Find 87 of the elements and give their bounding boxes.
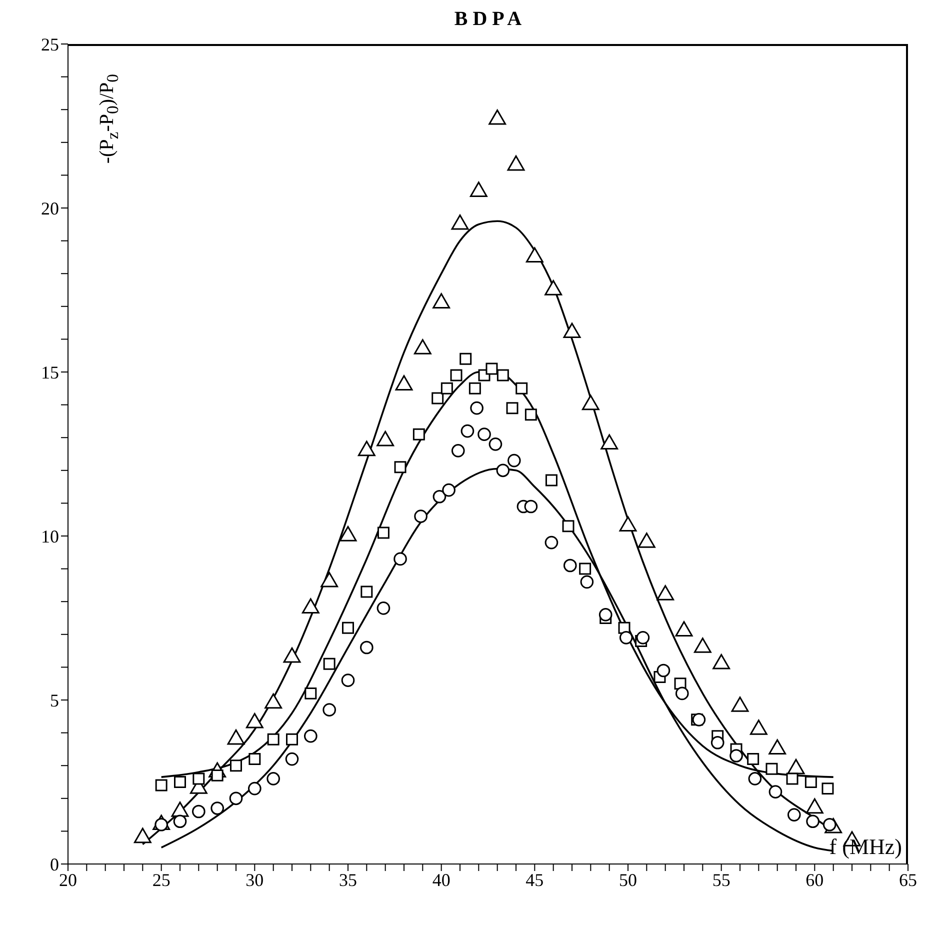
point bbox=[376, 602, 390, 615]
point bbox=[692, 713, 706, 726]
point bbox=[394, 552, 407, 566]
point bbox=[450, 369, 462, 382]
point bbox=[460, 424, 474, 438]
point bbox=[286, 733, 298, 746]
point bbox=[544, 536, 558, 550]
point bbox=[440, 382, 453, 394]
point bbox=[545, 474, 558, 486]
chart-title: B D P A bbox=[453, 8, 523, 32]
y-tick-label: 25 bbox=[41, 34, 59, 54]
x-tick-label: 30 bbox=[246, 870, 264, 890]
y-tick-label: 20 bbox=[41, 198, 59, 218]
point bbox=[507, 454, 521, 468]
point bbox=[451, 444, 465, 458]
point bbox=[266, 772, 280, 786]
point bbox=[787, 808, 801, 822]
y-tick-label: 5 bbox=[50, 690, 59, 710]
point bbox=[155, 779, 168, 792]
y-tick-label: 15 bbox=[41, 362, 59, 382]
point bbox=[524, 500, 538, 514]
x-tick-label: 60 bbox=[806, 870, 824, 890]
point bbox=[468, 382, 481, 394]
point bbox=[822, 782, 834, 795]
point bbox=[174, 776, 186, 788]
y-tick-label: 0 bbox=[50, 854, 59, 874]
point bbox=[619, 631, 633, 644]
x-tick-label: 65 bbox=[899, 870, 917, 890]
point bbox=[766, 762, 778, 775]
point bbox=[488, 438, 502, 451]
x-tick-label: 40 bbox=[432, 870, 450, 890]
point bbox=[460, 352, 472, 365]
point bbox=[192, 772, 205, 785]
point bbox=[478, 428, 491, 441]
x-tick-label: 45 bbox=[526, 870, 544, 890]
point bbox=[210, 802, 224, 815]
point bbox=[173, 814, 187, 828]
point bbox=[730, 749, 743, 762]
point bbox=[506, 402, 518, 414]
point bbox=[360, 640, 374, 654]
point bbox=[267, 733, 280, 746]
point bbox=[675, 686, 689, 700]
point bbox=[486, 362, 498, 375]
point bbox=[598, 608, 612, 622]
point bbox=[804, 776, 817, 788]
point bbox=[748, 772, 762, 786]
point bbox=[230, 760, 242, 772]
point bbox=[524, 408, 537, 421]
point bbox=[304, 729, 318, 743]
point bbox=[496, 369, 509, 382]
point bbox=[377, 526, 390, 539]
point bbox=[516, 382, 528, 394]
point bbox=[580, 575, 594, 589]
point bbox=[806, 814, 820, 828]
point bbox=[360, 586, 373, 598]
x-tick-label: 35 bbox=[339, 870, 357, 890]
point bbox=[412, 428, 425, 440]
point bbox=[562, 520, 574, 532]
point bbox=[579, 562, 592, 575]
point bbox=[768, 785, 782, 798]
point bbox=[323, 658, 336, 670]
point bbox=[414, 510, 428, 523]
point bbox=[229, 792, 243, 806]
point bbox=[394, 461, 406, 474]
point bbox=[285, 752, 299, 766]
point bbox=[747, 753, 760, 766]
point bbox=[192, 804, 206, 818]
point bbox=[248, 782, 262, 796]
point bbox=[786, 772, 798, 785]
x-tick-label: 50 bbox=[619, 870, 637, 890]
point bbox=[710, 736, 724, 750]
point bbox=[432, 392, 444, 404]
point bbox=[342, 622, 354, 634]
point bbox=[432, 490, 446, 504]
point bbox=[304, 687, 317, 700]
point bbox=[248, 753, 261, 766]
point bbox=[496, 464, 510, 478]
y-tick-label: 10 bbox=[41, 526, 59, 546]
point bbox=[636, 631, 650, 644]
point bbox=[470, 401, 484, 415]
point bbox=[442, 483, 456, 497]
point bbox=[322, 703, 336, 716]
point bbox=[341, 674, 355, 687]
x-tick-label: 25 bbox=[152, 870, 170, 890]
point bbox=[656, 664, 670, 678]
point bbox=[563, 558, 577, 572]
x-tick-label: 55 bbox=[712, 870, 730, 890]
